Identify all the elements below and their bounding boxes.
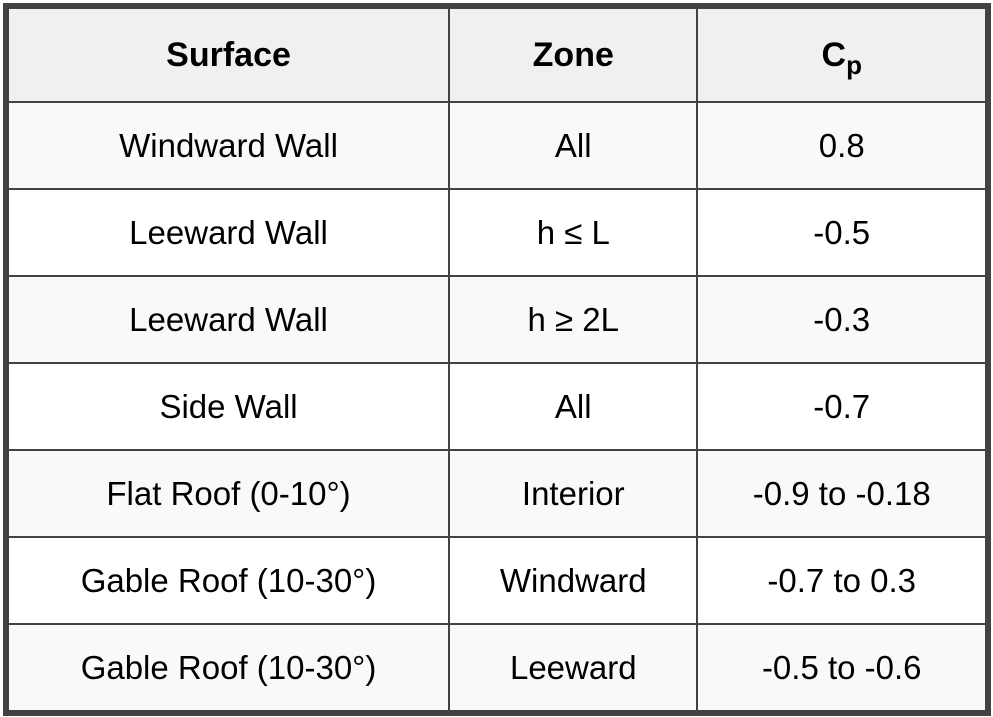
cp-symbol-base: C <box>821 35 847 74</box>
table-row: Leeward Wall h ≥ 2L -0.3 <box>6 275 987 364</box>
header-cell-cp: Cp <box>696 7 987 103</box>
cp-cell: -0.5 <box>696 188 987 277</box>
cp-cell: -0.7 <box>696 362 987 451</box>
cp-table: Surface Zone Cp Windward Wall All 0.8 Le… <box>6 7 987 712</box>
zone-cell: Leeward <box>448 623 699 712</box>
surface-cell: Side Wall <box>6 362 451 451</box>
table-header: Surface Zone Cp <box>6 7 987 103</box>
table-body: Windward Wall All 0.8 Leeward Wall h ≤ L… <box>6 101 987 712</box>
cp-cell: 0.8 <box>696 101 987 190</box>
zone-cell: All <box>448 362 699 451</box>
surface-cell: Gable Roof (10-30°) <box>6 623 451 712</box>
cp-cell: -0.9 to -0.18 <box>696 449 987 538</box>
zone-cell: All <box>448 101 699 190</box>
zone-cell: h ≤ L <box>448 188 699 277</box>
cp-cell: -0.5 to -0.6 <box>696 623 987 712</box>
cp-symbol-subscript: p <box>846 49 862 80</box>
surface-cell: Windward Wall <box>6 101 451 190</box>
table-row: Flat Roof (0-10°) Interior -0.9 to -0.18 <box>6 449 987 538</box>
table-row: Gable Roof (10-30°) Windward -0.7 to 0.3 <box>6 536 987 625</box>
table-row: Side Wall All -0.7 <box>6 362 987 451</box>
zone-cell: h ≥ 2L <box>448 275 699 364</box>
header-cell-surface: Surface <box>6 7 451 103</box>
cp-cell: -0.7 to 0.3 <box>696 536 987 625</box>
header-row: Surface Zone Cp <box>6 7 987 103</box>
cp-cell: -0.3 <box>696 275 987 364</box>
surface-cell: Gable Roof (10-30°) <box>6 536 451 625</box>
header-cell-zone: Zone <box>448 7 699 103</box>
pressure-coefficient-table: Surface Zone Cp Windward Wall All 0.8 Le… <box>3 3 991 716</box>
surface-cell: Flat Roof (0-10°) <box>6 449 451 538</box>
surface-cell: Leeward Wall <box>6 275 451 364</box>
table-row: Gable Roof (10-30°) Leeward -0.5 to -0.6 <box>6 623 987 712</box>
zone-cell: Interior <box>448 449 699 538</box>
table-row: Leeward Wall h ≤ L -0.5 <box>6 188 987 277</box>
zone-cell: Windward <box>448 536 699 625</box>
surface-cell: Leeward Wall <box>6 188 451 277</box>
table-row: Windward Wall All 0.8 <box>6 101 987 190</box>
